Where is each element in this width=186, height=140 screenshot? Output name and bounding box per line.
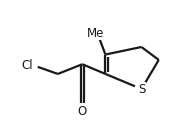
Text: S: S (138, 82, 145, 95)
Text: Me: Me (87, 26, 104, 39)
Text: O: O (78, 105, 87, 118)
Text: Cl: Cl (22, 59, 33, 72)
